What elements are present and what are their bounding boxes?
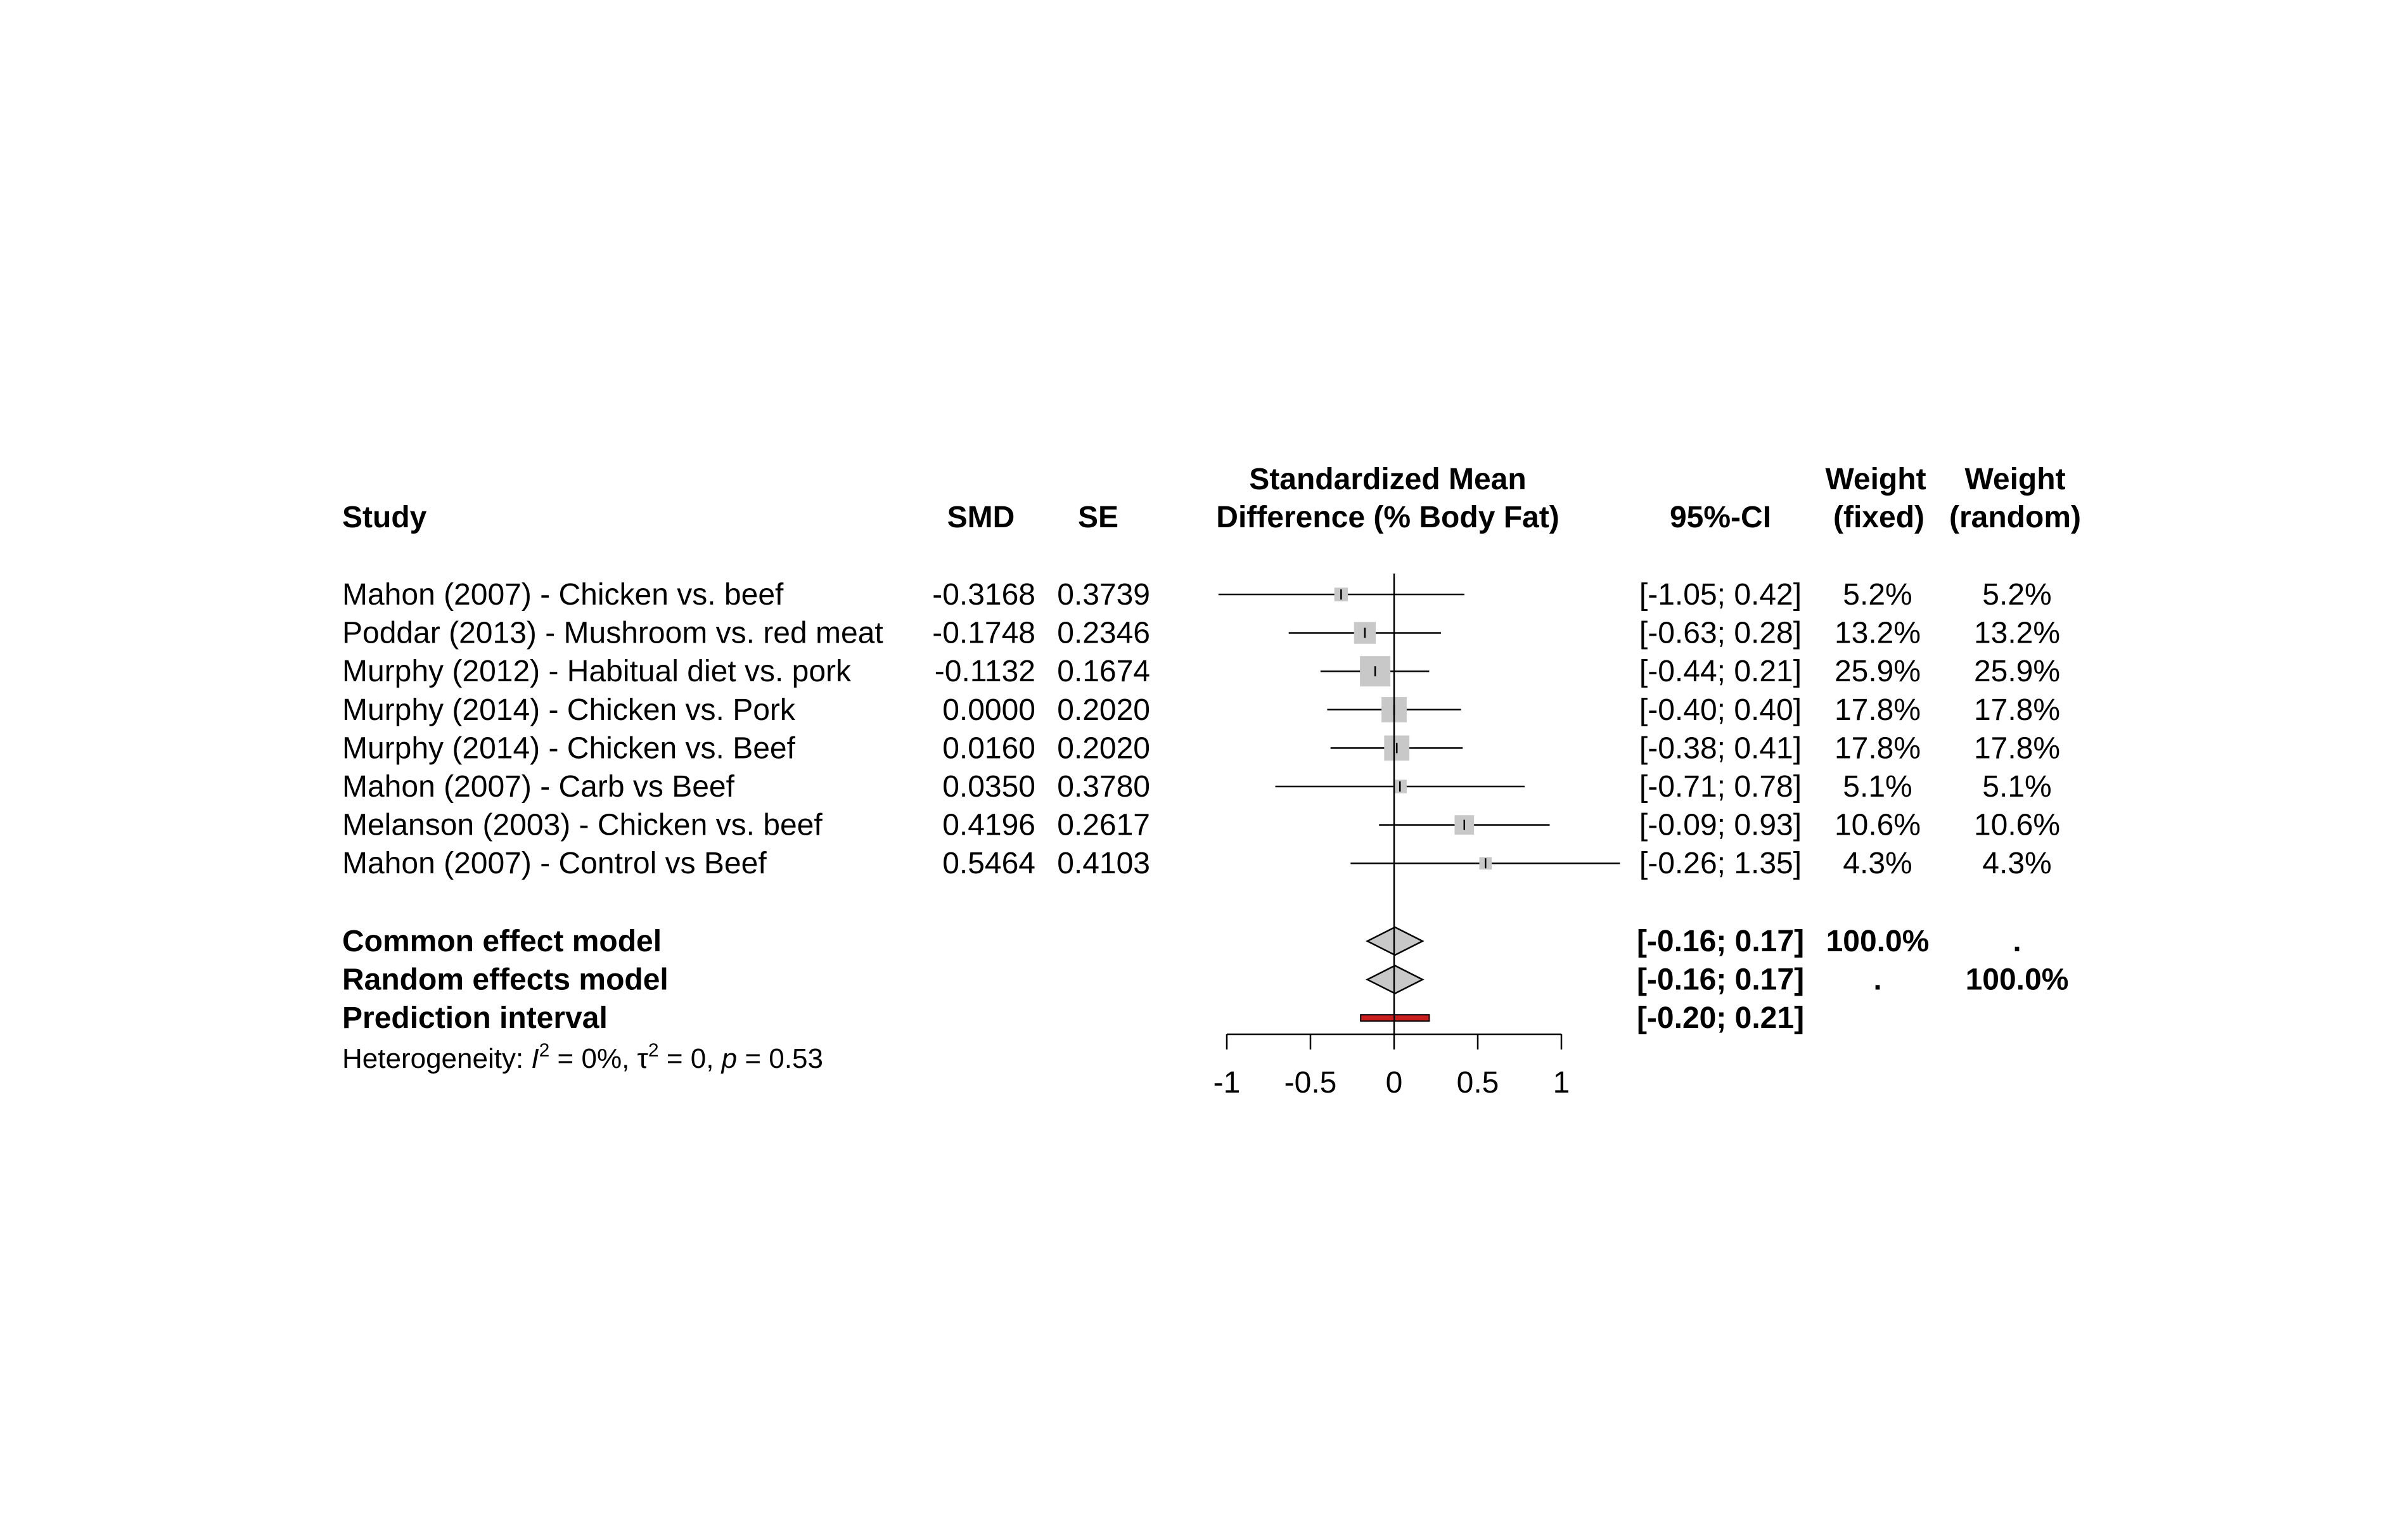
study-ci: [-0.40; 0.40] bbox=[1639, 693, 1802, 727]
study-weight-fixed: 25.9% bbox=[1835, 655, 1921, 688]
header-ci: 95%-CI bbox=[1670, 501, 1771, 534]
summary-ci: [-0.16; 0.17] bbox=[1637, 925, 1804, 958]
study-ci: [-0.63; 0.28] bbox=[1639, 617, 1802, 650]
study-name: Mahon (2007) - Carb vs Beef bbox=[342, 770, 735, 804]
study-name: Poddar (2013) - Mushroom vs. red meat bbox=[342, 617, 883, 650]
study-weight-random: 5.1% bbox=[1982, 770, 2051, 804]
study-se: 0.4103 bbox=[1057, 847, 1150, 880]
summary-diamond bbox=[1365, 965, 1425, 995]
study-smd: -0.1132 bbox=[935, 655, 1035, 688]
study-se: 0.2346 bbox=[1057, 617, 1150, 650]
prediction-ci: [-0.20; 0.21] bbox=[1637, 1001, 1804, 1035]
study-se: 0.1674 bbox=[1057, 655, 1150, 688]
study-ci: [-0.09; 0.93] bbox=[1639, 809, 1802, 842]
study-smd: 0.0000 bbox=[942, 693, 1035, 727]
study-name: Murphy (2014) - Chicken vs. Beef bbox=[342, 731, 796, 765]
study-se: 0.2020 bbox=[1057, 693, 1150, 727]
study-weight-random: 17.8% bbox=[1974, 693, 2060, 727]
study-weight-random: 5.2% bbox=[1982, 578, 2051, 612]
prediction-name: Prediction interval bbox=[342, 1001, 608, 1035]
summary-weight-fixed: . bbox=[1873, 963, 1881, 997]
x-axis-tick-label: -0.5 bbox=[1284, 1066, 1337, 1100]
study-smd: -0.3168 bbox=[932, 578, 1035, 612]
header-effect-line2: Difference (% Body Fat) bbox=[1216, 501, 1559, 534]
het-prefix: Heterogeneity: bbox=[342, 1043, 531, 1074]
header-se: SE bbox=[1078, 501, 1118, 534]
study-ci: [-1.05; 0.42] bbox=[1639, 578, 1802, 612]
het-p: p bbox=[720, 1043, 737, 1074]
x-axis-tick-label: 0.5 bbox=[1457, 1066, 1499, 1100]
study-weight-random: 25.9% bbox=[1974, 655, 2060, 688]
study-smd: 0.5464 bbox=[942, 847, 1035, 880]
summary-name: Common effect model bbox=[342, 925, 662, 958]
study-weight-fixed: 5.1% bbox=[1843, 770, 1912, 804]
x-axis-tick-label: -1 bbox=[1214, 1066, 1241, 1100]
study-se: 0.2617 bbox=[1057, 809, 1150, 842]
study-ci: [-0.71; 0.78] bbox=[1639, 770, 1802, 804]
study-se: 0.3780 bbox=[1057, 770, 1150, 804]
header-study: Study bbox=[342, 501, 427, 534]
summary-weight-random: . bbox=[2013, 925, 2021, 958]
het-i: I bbox=[531, 1043, 539, 1074]
het-i-value: = 0%, bbox=[549, 1043, 637, 1074]
x-axis-tick-label: 0 bbox=[1386, 1066, 1403, 1100]
study-weight-fixed: 5.2% bbox=[1843, 578, 1912, 612]
summary-name: Random effects model bbox=[342, 963, 669, 997]
plot-area: -1 -0.5 0 0.5 1 bbox=[1214, 574, 1620, 1100]
prediction-bar bbox=[1360, 1014, 1430, 1022]
summary-ci: [-0.16; 0.17] bbox=[1637, 963, 1804, 997]
het-tau: τ bbox=[637, 1043, 649, 1074]
het-p-value: = 0.53 bbox=[737, 1043, 823, 1074]
study-weight-random: 4.3% bbox=[1982, 847, 2051, 880]
study-weight-fixed: 13.2% bbox=[1835, 617, 1921, 650]
summary-weight-random: 100.0% bbox=[1966, 963, 2069, 997]
header-wrandom-line2: (random) bbox=[1949, 501, 2081, 534]
study-name: Mahon (2007) - Control vs Beef bbox=[342, 847, 767, 880]
study-weight-fixed: 17.8% bbox=[1835, 731, 1921, 765]
header-effect-line1: Standardized Mean bbox=[1249, 463, 1526, 496]
summary-rows: Common effect model [-0.16; 0.17] 100.0% . R… bbox=[342, 925, 2068, 1035]
study-rows: Mahon (2007) - Chicken vs. beef -0.3168 0.… bbox=[342, 578, 2060, 880]
header-wfixed-line1: Weight bbox=[1825, 463, 1926, 496]
study-smd: 0.0160 bbox=[942, 731, 1035, 765]
study-name: Mahon (2007) - Chicken vs. beef bbox=[342, 578, 784, 612]
x-axis-tick-label: 1 bbox=[1553, 1066, 1570, 1100]
heterogeneity-text: Heterogeneity: I2 = 0%, τ2 = 0, p = 0.53 bbox=[342, 1040, 823, 1074]
het-tau-value: = 0, bbox=[659, 1043, 722, 1074]
study-ci: [-0.26; 1.35] bbox=[1639, 847, 1802, 880]
study-se: 0.2020 bbox=[1057, 731, 1150, 765]
header-wrandom-line1: Weight bbox=[1964, 463, 2065, 496]
het-tau-sup: 2 bbox=[648, 1040, 659, 1061]
study-weight-fixed: 17.8% bbox=[1835, 693, 1921, 727]
header: Study SMD SE Standardized Mean Differenc… bbox=[342, 463, 2081, 534]
study-smd: 0.4196 bbox=[942, 809, 1035, 842]
header-wfixed-line2: (fixed) bbox=[1833, 501, 1924, 534]
study-name: Melanson (2003) - Chicken vs. beef bbox=[342, 809, 823, 842]
study-smd: 0.0350 bbox=[942, 770, 1035, 804]
summary-weight-fixed: 100.0% bbox=[1826, 925, 1930, 958]
study-weight-fixed: 10.6% bbox=[1835, 809, 1921, 842]
study-weight-random: 13.2% bbox=[1974, 617, 2060, 650]
study-se: 0.3739 bbox=[1057, 578, 1150, 612]
study-weight-random: 17.8% bbox=[1974, 731, 2060, 765]
study-ci: [-0.38; 0.41] bbox=[1639, 731, 1802, 765]
het-i-sup: 2 bbox=[539, 1040, 550, 1061]
study-name: Murphy (2012) - Habitual diet vs. pork bbox=[342, 655, 852, 688]
study-name: Murphy (2014) - Chicken vs. Pork bbox=[342, 693, 796, 727]
study-weight-fixed: 4.3% bbox=[1843, 847, 1912, 880]
study-weight-random: 10.6% bbox=[1974, 809, 2060, 842]
study-ci: [-0.44; 0.21] bbox=[1639, 655, 1802, 688]
summary-diamond bbox=[1365, 926, 1425, 956]
header-smd: SMD bbox=[947, 501, 1015, 534]
study-smd: -0.1748 bbox=[932, 617, 1035, 650]
